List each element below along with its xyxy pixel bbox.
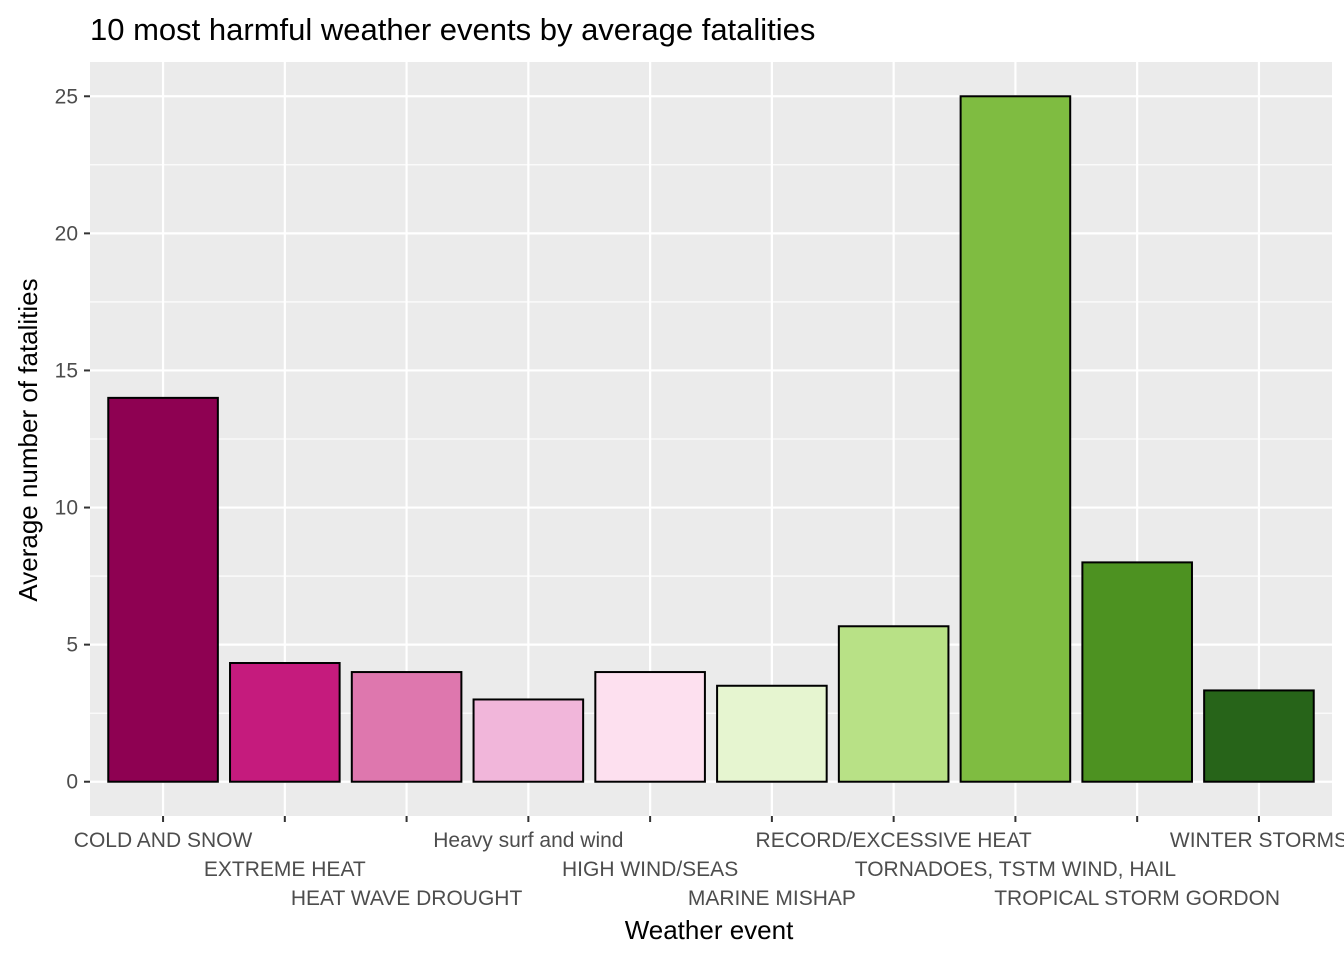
bar bbox=[959, 95, 1072, 783]
bar bbox=[716, 684, 828, 783]
x-tick-label: TORNADOES, TSTM WIND, HAIL bbox=[855, 858, 1176, 881]
y-tick-label: 0 bbox=[66, 771, 78, 794]
y-tick-label: 25 bbox=[55, 85, 78, 108]
x-tick-label: Heavy surf and wind bbox=[433, 829, 623, 852]
x-tick-label: COLD AND SNOW bbox=[74, 829, 253, 852]
bar bbox=[594, 671, 706, 783]
y-tick-label: 15 bbox=[55, 359, 78, 382]
x-axis-title: Weather event bbox=[625, 915, 794, 945]
y-axis-title: Average number of fatalities bbox=[13, 278, 43, 601]
bar bbox=[1203, 689, 1315, 783]
bar bbox=[1081, 561, 1193, 783]
y-tick-label: 5 bbox=[66, 634, 78, 657]
bar bbox=[229, 662, 341, 783]
x-tick-label: EXTREME HEAT bbox=[204, 858, 366, 881]
x-tick-label: HIGH WIND/SEAS bbox=[562, 858, 738, 881]
bar bbox=[837, 625, 950, 783]
y-tick-label: 20 bbox=[55, 222, 78, 245]
x-axis: COLD AND SNOW EXTREME HEAT HEAT WAVE DROUG… bbox=[74, 816, 1344, 910]
x-tick-label: TROPICAL STORM GORDON bbox=[994, 887, 1280, 910]
bars bbox=[107, 95, 1315, 783]
bar bbox=[107, 396, 219, 783]
x-tick-label: HEAT WAVE DROUGHT bbox=[291, 887, 523, 910]
bar bbox=[472, 698, 585, 783]
y-tick-label: 10 bbox=[55, 497, 78, 520]
chart-title: 10 most harmful weather events by averag… bbox=[90, 12, 815, 47]
x-tick-label: WINTER STORMS bbox=[1170, 829, 1344, 852]
y-axis: 0 5 10 15 20 25 bbox=[55, 85, 90, 794]
x-tick-label: RECORD/EXCESSIVE HEAT bbox=[756, 829, 1032, 852]
bar bbox=[350, 671, 463, 783]
x-tick-label: MARINE MISHAP bbox=[688, 887, 856, 910]
